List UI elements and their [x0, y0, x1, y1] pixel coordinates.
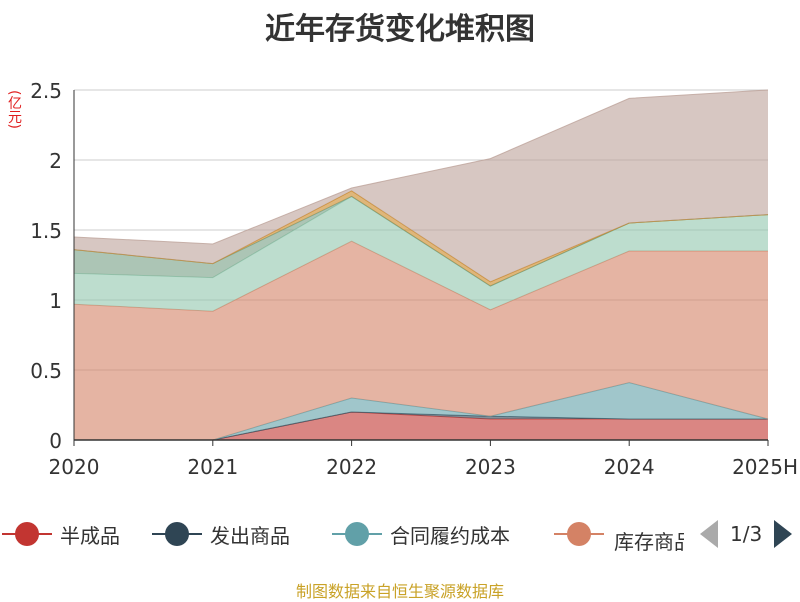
legend-label: 半成品	[60, 523, 120, 548]
legend-marker-finished-goods	[552, 520, 606, 548]
y-axis-unit-label: (亿元)	[6, 90, 22, 129]
legend-item-contract-cost[interactable]: 合同履约成本	[330, 520, 510, 548]
area-series-7	[74, 90, 768, 282]
area-series-4	[74, 196, 768, 312]
area-series-3	[74, 241, 768, 440]
area-series-6	[74, 190, 768, 286]
y-tick-label: 1	[49, 289, 62, 313]
chart-title: 近年存货变化堆积图	[265, 12, 535, 47]
legend-item-goods-shipped[interactable]: 发出商品	[150, 520, 290, 548]
legend-item-semi-finished[interactable]: 半成品	[0, 520, 120, 548]
y-tick-label: 0	[49, 429, 62, 453]
legend-pager: 1/3	[700, 520, 793, 548]
legend-marker-goods-shipped	[150, 520, 204, 548]
x-tick-label: 2025H	[732, 455, 798, 479]
chart-legend: 半成品 发出商品 合同履约成本 库存商品 1/3	[0, 512, 800, 556]
y-tick-label: 2	[49, 149, 62, 173]
area-series-1	[74, 412, 768, 440]
legend-item-finished-goods[interactable]	[552, 520, 606, 548]
legend-marker-contract-cost	[330, 520, 384, 548]
y-tick-label: 1.5	[30, 219, 62, 243]
area-series-2	[74, 382, 768, 440]
y-tick-label: 0.5	[30, 359, 62, 383]
legend-label: 合同履约成本	[390, 523, 510, 548]
x-tick-label: 2022	[326, 455, 377, 479]
x-tick-label: 2021	[187, 455, 238, 479]
legend-prev-page-icon[interactable]	[700, 520, 718, 548]
legend-page-indicator: 1/3	[730, 522, 763, 546]
y-tick-label: 2.5	[30, 79, 62, 103]
area-series-line-7	[73, 89, 769, 245]
x-tick-label: 2024	[604, 455, 655, 479]
legend-label: 发出商品	[210, 523, 290, 548]
x-tick-label: 2020	[49, 455, 100, 479]
x-tick-label: 2023	[465, 455, 516, 479]
data-source-note: 制图数据来自恒生聚源数据库	[295, 582, 504, 601]
legend-label-clipped: 库存商品	[614, 530, 684, 554]
legend-next-page-icon[interactable]	[774, 520, 793, 548]
legend-marker-semi-finished	[0, 520, 54, 548]
